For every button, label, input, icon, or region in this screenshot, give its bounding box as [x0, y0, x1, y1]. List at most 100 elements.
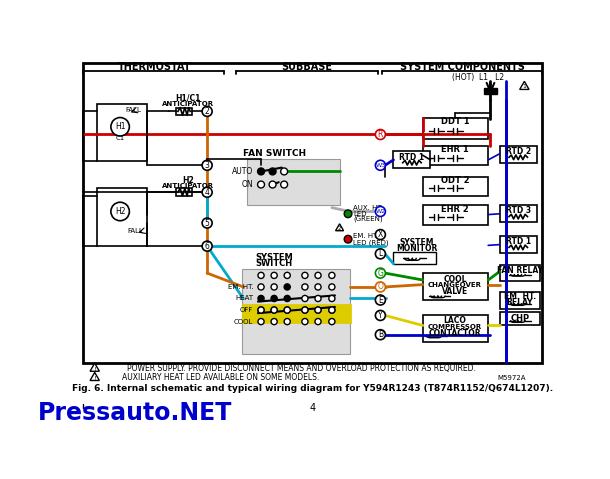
Text: ON: ON — [242, 180, 253, 189]
Text: E: E — [378, 296, 382, 305]
Text: AUTO: AUTO — [232, 167, 253, 176]
Bar — [243, 306, 350, 322]
Circle shape — [284, 307, 290, 313]
Bar — [500, 292, 540, 309]
Circle shape — [375, 229, 386, 240]
Text: W2: W2 — [375, 209, 386, 214]
Circle shape — [302, 272, 308, 278]
Text: (GREEN): (GREEN) — [353, 216, 383, 222]
Circle shape — [202, 241, 212, 251]
Text: L: L — [378, 250, 382, 258]
Text: FALL: FALL — [125, 107, 141, 113]
Bar — [423, 117, 488, 139]
Circle shape — [344, 235, 352, 243]
Text: ANTICIPATOR: ANTICIPATOR — [162, 183, 214, 189]
Circle shape — [375, 330, 386, 340]
Circle shape — [111, 117, 129, 136]
Text: EM. HT.: EM. HT. — [228, 284, 253, 290]
Bar — [393, 252, 436, 264]
Circle shape — [281, 168, 287, 175]
Circle shape — [258, 284, 264, 290]
Circle shape — [257, 181, 265, 188]
Circle shape — [284, 272, 290, 278]
Circle shape — [302, 307, 308, 313]
Circle shape — [375, 295, 386, 305]
Polygon shape — [90, 363, 99, 371]
Text: DDT 1: DDT 1 — [441, 117, 469, 126]
Circle shape — [202, 218, 212, 228]
Text: H2: H2 — [182, 176, 194, 185]
Circle shape — [271, 319, 277, 325]
Text: M5972A: M5972A — [497, 375, 526, 381]
Text: H1/C1: H1/C1 — [175, 94, 201, 103]
Circle shape — [315, 272, 321, 278]
Bar — [423, 273, 488, 300]
Text: SYSTEM COMPONENTS: SYSTEM COMPONENTS — [400, 62, 525, 72]
Text: ODT 2: ODT 2 — [441, 176, 469, 185]
Circle shape — [284, 319, 290, 325]
Text: SWITCH: SWITCH — [256, 259, 293, 268]
Circle shape — [302, 296, 308, 302]
Circle shape — [375, 310, 386, 320]
Text: H1: H1 — [115, 122, 126, 131]
Bar — [484, 88, 497, 94]
Text: LACO: LACO — [443, 316, 467, 325]
Text: G: G — [378, 269, 383, 277]
Circle shape — [258, 296, 264, 302]
Text: !: ! — [93, 366, 96, 372]
Text: EM. HT.: EM. HT. — [353, 233, 379, 239]
Polygon shape — [520, 81, 529, 90]
Text: !: ! — [93, 376, 96, 381]
Text: R: R — [378, 130, 383, 139]
Text: CHP: CHP — [510, 314, 529, 323]
Bar — [500, 265, 540, 281]
Polygon shape — [336, 224, 343, 231]
Circle shape — [257, 168, 265, 175]
Bar — [247, 159, 340, 205]
Circle shape — [258, 307, 264, 313]
Text: 6: 6 — [205, 241, 210, 251]
Circle shape — [258, 319, 264, 325]
Text: 4: 4 — [205, 188, 210, 197]
Circle shape — [329, 296, 335, 302]
Bar — [423, 205, 488, 225]
Bar — [500, 311, 540, 325]
Circle shape — [315, 284, 321, 290]
Text: H2: H2 — [115, 207, 126, 216]
Text: COOL: COOL — [443, 275, 467, 284]
Text: VALVE: VALVE — [442, 287, 468, 296]
Bar — [97, 103, 147, 161]
Bar — [423, 316, 488, 342]
Bar — [423, 177, 488, 196]
Circle shape — [302, 319, 308, 325]
Circle shape — [284, 307, 290, 313]
Text: 5: 5 — [205, 218, 210, 228]
Text: EM. HT.: EM. HT. — [504, 292, 536, 301]
Text: SYSTEM: SYSTEM — [400, 238, 434, 247]
Circle shape — [315, 319, 321, 325]
Circle shape — [284, 296, 290, 302]
Text: Fig. 6. Internal schematic and typical wiring diagram for Y594R1243 (T874R1152/Q: Fig. 6. Internal schematic and typical w… — [72, 384, 553, 393]
Text: C1: C1 — [115, 136, 125, 141]
Text: 2: 2 — [205, 107, 209, 116]
Bar — [176, 188, 192, 196]
Circle shape — [375, 160, 386, 171]
Text: W3: W3 — [375, 163, 386, 168]
Circle shape — [375, 129, 386, 139]
Circle shape — [271, 296, 277, 302]
Text: 2: 2 — [338, 226, 342, 231]
Circle shape — [111, 202, 129, 221]
Text: EHR 2: EHR 2 — [441, 205, 469, 214]
Circle shape — [329, 307, 335, 313]
Bar — [393, 151, 431, 168]
Circle shape — [202, 187, 212, 197]
Bar — [176, 107, 192, 115]
Circle shape — [375, 282, 386, 292]
Circle shape — [375, 268, 386, 278]
Circle shape — [271, 307, 277, 313]
Circle shape — [344, 210, 352, 217]
Text: Y: Y — [378, 311, 382, 320]
Text: RTD 2: RTD 2 — [506, 147, 531, 156]
Text: FAN RELAY: FAN RELAY — [497, 265, 543, 274]
Text: ANTICIPATOR: ANTICIPATOR — [162, 101, 214, 107]
